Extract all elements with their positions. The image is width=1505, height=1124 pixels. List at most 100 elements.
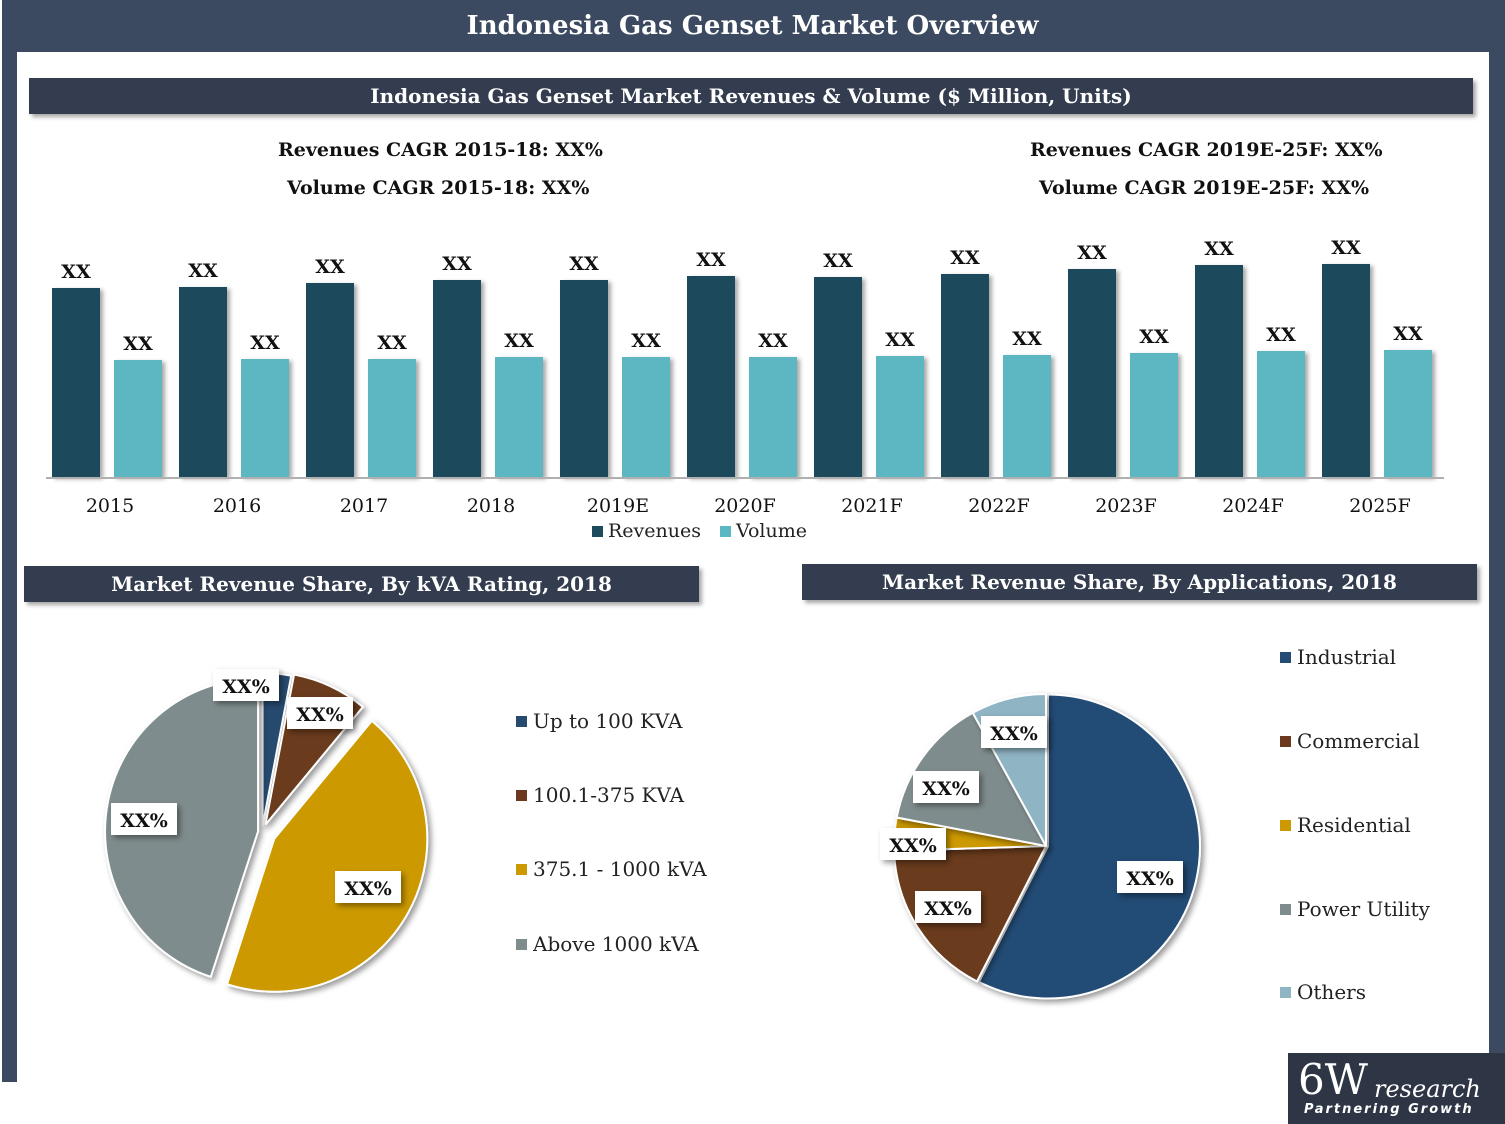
kva-legend-label-above-1000-kva: Above 1000 kVA xyxy=(532,932,699,956)
app-legend-label-industrial: Industrial xyxy=(1297,645,1396,669)
data-label-revenues-2023F: XX xyxy=(1077,242,1107,264)
x-tick-2020F: 2020F xyxy=(714,495,776,517)
data-label-revenues-2022F: XX xyxy=(950,247,980,269)
kva-pie-title: Market Revenue Share, By kVA Rating, 201… xyxy=(24,566,699,602)
x-tick-2015: 2015 xyxy=(86,495,134,517)
data-label-volume-2016: XX xyxy=(250,332,280,354)
data-label-revenues-2024F: XX xyxy=(1204,238,1234,260)
data-label-revenues-2019E: XX xyxy=(569,253,599,275)
bar-volume-2016 xyxy=(241,359,289,477)
kva-legend-label-100-1-375-kva: 100.1-375 KVA xyxy=(533,783,685,807)
company-logo: 6W research Partnering Growth xyxy=(1288,1053,1505,1124)
app-data-label-commercial: XX% xyxy=(924,898,972,920)
x-tick-2021F: 2021F xyxy=(841,495,903,517)
bar-volume-2025F xyxy=(1384,350,1432,477)
kva-rating-pie-chart: XX% XX% XX% XX% Up to 100 KVA 100.1-375 KVA 37… xyxy=(104,669,707,993)
logo-wordmark: research xyxy=(1374,1075,1481,1103)
applications-pie-title: Market Revenue Share, By Applications, 2… xyxy=(802,564,1477,600)
applications-pie-chart: XX% XX% XX% XX% XX% Industrial Commercial Resid… xyxy=(880,645,1431,1004)
legend-swatch-volume xyxy=(720,526,731,537)
volume-cagr-historical: Volume CAGR 2015-18: XX% xyxy=(287,177,590,199)
data-label-volume-2017: XX xyxy=(377,332,407,354)
bar-revenues-2019E xyxy=(560,280,608,477)
data-label-volume-2022F: XX xyxy=(1012,328,1042,350)
kva-legend-label-375-1-1000-kva: 375.1 - 1000 kVA xyxy=(533,857,707,881)
kva-legend-swatch-up-to-100-kva xyxy=(516,716,527,727)
revenues-cagr-historical: Revenues CAGR 2015-18: XX% xyxy=(278,139,603,161)
app-label-box-others xyxy=(981,716,1047,748)
bar-volume-2021F xyxy=(876,356,924,477)
legend-label-volume: Volume xyxy=(735,520,807,542)
x-tick-2017: 2017 xyxy=(340,495,388,517)
app-legend-label-power-utility: Power Utility xyxy=(1297,897,1431,921)
app-label-box-commercial xyxy=(915,891,981,923)
data-label-volume-2019E: XX xyxy=(631,330,661,352)
legend-swatch-revenues xyxy=(592,526,603,537)
bar-volume-2024F xyxy=(1257,351,1305,477)
data-label-volume-2025F: XX xyxy=(1393,323,1423,345)
bar-volume-2020F xyxy=(749,357,797,477)
kva-legend-swatch-above-1000-kva xyxy=(516,939,527,950)
data-label-volume-2023F: XX xyxy=(1139,326,1169,348)
x-tick-2023F: 2023F xyxy=(1095,495,1157,517)
x-tick-2016: 2016 xyxy=(213,495,261,517)
kva-legend-label-up-to-100-kva: Up to 100 KVA xyxy=(533,709,683,733)
x-tick-2019E: 2019E xyxy=(587,495,649,517)
kva-data-label-375-1-1000-kva: XX% xyxy=(344,878,392,900)
volume-cagr-forecast: Volume CAGR 2019E-25F: XX% xyxy=(1039,177,1370,199)
app-label-box-power-utility xyxy=(913,771,979,803)
bar-volume-2015 xyxy=(114,360,162,477)
x-tick-2022F: 2022F xyxy=(968,495,1030,517)
bar-revenues-2025F xyxy=(1322,264,1370,477)
app-legend-swatch-residential xyxy=(1280,820,1291,831)
bar-revenues-2015 xyxy=(52,288,100,477)
kva-label-box-375-1-1000-kva xyxy=(335,871,401,903)
app-data-label-power-utility: XX% xyxy=(922,778,970,800)
data-label-volume-2020F: XX xyxy=(758,330,788,352)
app-legend-swatch-commercial xyxy=(1280,736,1291,747)
data-label-volume-2018: XX xyxy=(504,330,534,352)
kva-data-label-up-to-100-kva: XX% xyxy=(222,676,270,698)
bar-chart-title: Indonesia Gas Genset Market Revenues & V… xyxy=(29,78,1473,114)
bar-volume-2019E xyxy=(622,357,670,477)
data-label-revenues-2015: XX xyxy=(61,261,91,283)
app-data-label-others: XX% xyxy=(990,723,1038,745)
kva-legend-swatch-100-1-375-kva xyxy=(516,790,527,801)
logo-tagline: Partnering Growth xyxy=(1304,1102,1474,1117)
bar-revenues-2022F xyxy=(941,274,989,477)
bar-revenues-2018 xyxy=(433,280,481,477)
bar-revenues-2016 xyxy=(179,287,227,477)
revenue-volume-bar-chart: XX XX 2015 XX XX 2016 XX XX 2017 XX XX 2018 XX XX 2019… xyxy=(46,237,1444,542)
revenues-cagr-forecast: Revenues CAGR 2019E-25F: XX% xyxy=(1030,139,1383,161)
logo-mark: 6W xyxy=(1298,1055,1368,1104)
app-data-label-residential: XX% xyxy=(889,835,937,857)
kva-label-box-above-1000-kva xyxy=(111,803,177,835)
bar-revenues-2021F xyxy=(814,277,862,477)
data-label-volume-2021F: XX xyxy=(885,329,915,351)
app-label-box-residential xyxy=(880,828,946,860)
app-slice-industrial xyxy=(977,693,1201,1000)
kva-label-box-100-1-375-kva xyxy=(287,697,353,729)
data-label-revenues-2020F: XX xyxy=(696,249,726,271)
bar-volume-2017 xyxy=(368,359,416,477)
x-tick-2018: 2018 xyxy=(467,495,515,517)
x-tick-2025F: 2025F xyxy=(1349,495,1411,517)
app-label-box-industrial xyxy=(1117,861,1183,893)
data-label-volume-2015: XX xyxy=(123,333,153,355)
kva-slice-above-1000-kva xyxy=(104,677,260,979)
kva-data-label-above-1000-kva: XX% xyxy=(120,810,168,832)
page-title: Indonesia Gas Genset Market Overview xyxy=(466,11,1039,41)
kva-label-box-up-to-100-kva xyxy=(213,669,279,701)
app-legend-swatch-power-utility xyxy=(1280,904,1291,915)
app-legend-swatch-industrial xyxy=(1280,652,1291,663)
data-label-revenues-2017: XX xyxy=(315,256,345,278)
bar-revenues-2017 xyxy=(306,283,354,477)
data-label-revenues-2021F: XX xyxy=(823,250,853,272)
bar-revenues-2023F xyxy=(1068,269,1116,477)
app-data-label-industrial: XX% xyxy=(1126,868,1174,890)
kva-legend-swatch-375-1-1000-kva xyxy=(516,864,527,875)
app-legend-swatch-others xyxy=(1280,987,1291,998)
app-legend-label-others: Others xyxy=(1297,980,1366,1004)
kva-data-label-100-1-375-kva: XX% xyxy=(296,704,344,726)
data-label-volume-2024F: XX xyxy=(1266,324,1296,346)
